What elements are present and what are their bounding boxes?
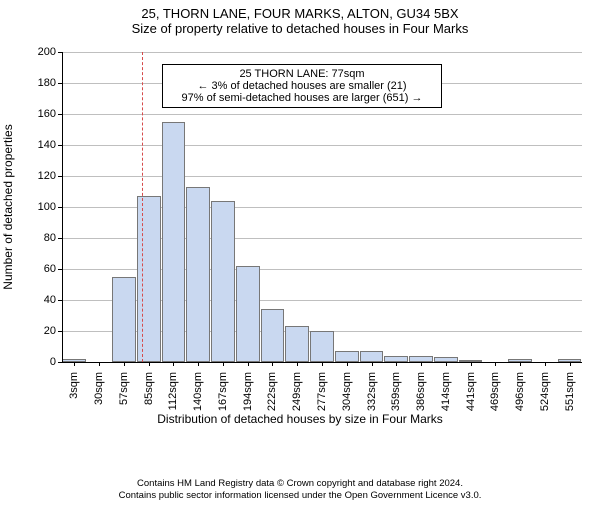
xtick-label: 140sqm — [192, 372, 204, 411]
xtick-label: 3sqm — [68, 372, 80, 399]
xtick-label: 524sqm — [539, 372, 551, 411]
annotation-box: 25 THORN LANE: 77sqm← 3% of detached hou… — [162, 64, 442, 108]
gridline — [62, 52, 582, 53]
xtick-label: 194sqm — [242, 372, 254, 411]
xtick-label: 167sqm — [217, 372, 229, 411]
xtick-label: 469sqm — [489, 372, 501, 411]
histogram-bar — [112, 277, 136, 362]
ytick-label: 180 — [38, 77, 56, 89]
y-axis-title: Number of detached properties — [1, 124, 15, 289]
histogram-bar — [360, 351, 384, 362]
xtick-label: 112sqm — [167, 372, 179, 410]
annotation-line: 97% of semi-detached houses are larger (… — [169, 92, 435, 104]
xtick-label: 496sqm — [514, 372, 526, 411]
y-axis-line — [62, 52, 63, 362]
footer-line2: Contains public sector information licen… — [0, 490, 600, 502]
ytick-label: 40 — [44, 294, 56, 306]
xtick-label: 30sqm — [93, 372, 105, 405]
page-address: 25, THORN LANE, FOUR MARKS, ALTON, GU34 … — [0, 6, 600, 21]
xtick-label: 85sqm — [143, 372, 155, 405]
histogram-bar — [236, 266, 260, 362]
annotation-line: ← 3% of detached houses are smaller (21) — [169, 80, 435, 92]
histogram-bar — [335, 351, 359, 362]
ytick-label: 120 — [38, 170, 56, 182]
x-axis-line — [62, 362, 582, 363]
chart-container: 0 20 40 60 80 100 120 140 160 180 200 3sqm 30sqm 57sq… — [0, 44, 600, 434]
ytick-label: 100 — [38, 201, 56, 213]
xtick-label: 414sqm — [440, 372, 452, 411]
x-axis-title: Distribution of detached houses by size … — [0, 412, 600, 426]
ytick-label: 160 — [38, 108, 56, 120]
xtick-label: 441sqm — [465, 372, 477, 411]
footer-line1: Contains HM Land Registry data © Crown c… — [0, 478, 600, 490]
xtick-label: 222sqm — [266, 372, 278, 411]
property-marker-line — [142, 52, 143, 362]
xtick-label: 359sqm — [390, 372, 402, 411]
gridline — [62, 114, 582, 115]
page-subtitle: Size of property relative to detached ho… — [0, 21, 600, 36]
ytick-label: 80 — [44, 232, 56, 244]
ytick-label: 200 — [38, 46, 56, 58]
ytick-label: 60 — [44, 263, 56, 275]
histogram-bar — [285, 326, 309, 362]
histogram-bar — [186, 187, 210, 362]
histogram-bar — [162, 122, 186, 362]
histogram-bar — [211, 201, 235, 362]
ytick-label: 140 — [38, 139, 56, 151]
xtick-label: 304sqm — [341, 372, 353, 411]
xtick-label: 551sqm — [564, 372, 576, 411]
plot-area: 0204060801001201401601802003sqm30sqm57sq… — [62, 52, 582, 362]
xtick-label: 277sqm — [316, 372, 328, 411]
xtick-label: 249sqm — [291, 372, 303, 411]
ytick-label: 20 — [44, 325, 56, 337]
histogram-bar — [261, 309, 285, 362]
annotation-line: 25 THORN LANE: 77sqm — [169, 68, 435, 80]
gridline — [62, 145, 582, 146]
footer: Contains HM Land Registry data © Crown c… — [0, 478, 600, 502]
xtick-label: 57sqm — [118, 372, 130, 405]
histogram-bar — [310, 331, 334, 362]
xtick-label: 332sqm — [366, 372, 378, 411]
xtick-label: 386sqm — [415, 372, 427, 411]
histogram-bar — [137, 196, 161, 362]
ytick-label: 0 — [50, 356, 56, 368]
gridline — [62, 176, 582, 177]
